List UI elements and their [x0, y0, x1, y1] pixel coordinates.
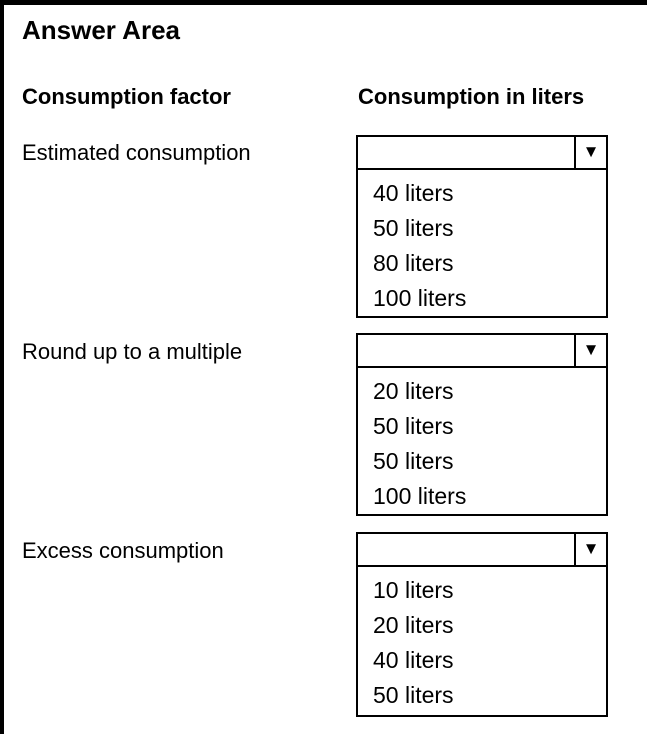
dropdown-option[interactable]: 50 liters	[373, 448, 454, 474]
row-label-round-up-to-a-multiple: Round up to a multiple	[22, 339, 243, 364]
dropdown-excess-consumption[interactable]: ▼	[356, 532, 608, 567]
dropdown-arrow-icon: ▼	[582, 539, 600, 558]
dropdown-arrow-icon: ▼	[582, 340, 600, 359]
dropdown-option[interactable]: 40 liters	[373, 647, 454, 673]
dropdown-option[interactable]: 100 liters	[373, 483, 467, 509]
dropdown-value[interactable]	[358, 335, 574, 366]
dropdown-option[interactable]: 20 liters	[373, 612, 454, 638]
dropdown-value[interactable]	[358, 534, 574, 565]
dropdown-button[interactable]: ▼	[574, 534, 606, 565]
dropdown-button[interactable]: ▼	[574, 335, 606, 366]
dropdown-button[interactable]: ▼	[574, 137, 606, 168]
dropdown-option[interactable]: 40 liters	[373, 180, 454, 206]
column-header-consumption-factor: Consumption factor	[22, 84, 231, 109]
page-title: Answer Area	[22, 15, 180, 45]
row-label-estimated-consumption: Estimated consumption	[22, 140, 251, 165]
dropdown-arrow-icon: ▼	[582, 142, 600, 161]
dropdown-option[interactable]: 50 liters	[373, 215, 454, 241]
dropdown-option[interactable]: 50 liters	[373, 413, 454, 439]
dropdown-option[interactable]: 10 liters	[373, 577, 454, 603]
dropdown-value[interactable]	[358, 137, 574, 168]
dropdown-estimated-consumption[interactable]: ▼	[356, 135, 608, 170]
dropdown-option[interactable]: 80 liters	[373, 250, 454, 276]
dropdown-option[interactable]: 100 liters	[373, 285, 467, 311]
dropdown-options-round-up-to-a-multiple: 20 liters 50 liters 50 liters 100 liters	[356, 366, 608, 516]
dropdown-option[interactable]: 20 liters	[373, 378, 454, 404]
row-label-excess-consumption: Excess consumption	[22, 538, 224, 563]
dropdown-options-excess-consumption: 10 liters 20 liters 40 liters 50 liters	[356, 565, 608, 717]
column-header-consumption-in-liters: Consumption in liters	[358, 84, 585, 109]
dropdown-option[interactable]: 50 liters	[373, 682, 454, 708]
dropdown-round-up-to-a-multiple[interactable]: ▼	[356, 333, 608, 368]
dropdown-options-estimated-consumption: 40 liters 50 liters 80 liters 100 liters	[356, 168, 608, 318]
